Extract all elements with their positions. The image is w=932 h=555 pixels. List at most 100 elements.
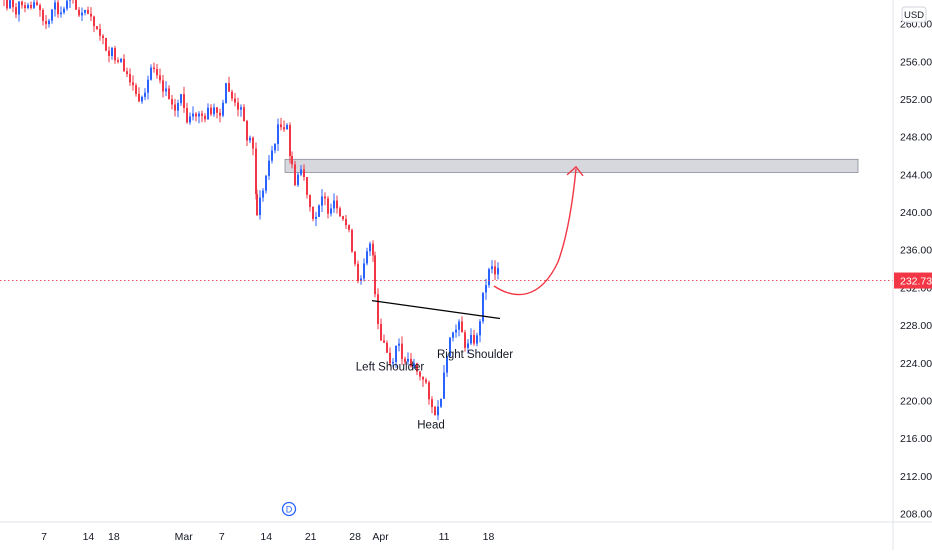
- candle-body: [494, 266, 496, 275]
- y-tick-label: 212.00: [900, 471, 932, 483]
- candle-body: [280, 124, 282, 128]
- candle-body: [57, 2, 59, 15]
- candle-body: [488, 269, 490, 286]
- candle-body: [431, 399, 433, 407]
- candle-body: [18, 1, 20, 15]
- candle-body: [476, 335, 478, 344]
- candle-body: [54, 2, 56, 10]
- price-axis[interactable]: 208.00 212.00 216.00 220.00 224.00 228.00 232.…: [892, 0, 932, 550]
- candle-body: [324, 196, 326, 199]
- candle-body: [66, 0, 68, 9]
- x-tick-label: 28: [349, 531, 361, 543]
- currency-badge[interactable]: [901, 6, 927, 23]
- candle-body: [123, 58, 125, 72]
- candle-body: [369, 243, 371, 252]
- candle-body: [479, 321, 481, 336]
- candle-body: [470, 334, 472, 344]
- candle-body: [21, 1, 23, 6]
- candle-body: [333, 200, 335, 209]
- dividend-marker[interactable]: D: [281, 501, 297, 517]
- candle-body: [204, 115, 206, 120]
- candle-body: [401, 343, 403, 359]
- neckline[interactable]: [371, 300, 501, 320]
- candle-body: [410, 358, 412, 367]
- candle-body: [372, 243, 374, 256]
- y-tick-label: 224.00: [900, 358, 932, 370]
- candle-body: [42, 10, 44, 21]
- last-price-tag: [894, 272, 932, 289]
- candle-body: [237, 102, 239, 110]
- currency-label: USD: [904, 10, 924, 21]
- candle-body: [336, 200, 338, 209]
- dividend-letter: D: [286, 505, 293, 515]
- x-tick-label: 14: [260, 531, 272, 543]
- candle-body: [464, 332, 466, 348]
- candle-body: [210, 107, 212, 115]
- candle-body: [249, 137, 251, 141]
- candle-body: [15, 7, 17, 15]
- candle-body: [348, 225, 350, 230]
- x-tick-label: 7: [41, 531, 47, 543]
- candle-body: [36, 2, 38, 6]
- candle-body: [330, 208, 332, 214]
- x-tick-label: 18: [483, 531, 495, 543]
- candle-body: [312, 206, 314, 219]
- candle-body: [105, 38, 107, 51]
- resistance-zone[interactable]: [284, 158, 859, 173]
- candle-body: [345, 219, 347, 226]
- candle-body: [351, 229, 353, 252]
- candle-body: [262, 190, 264, 198]
- candle-body: [339, 208, 341, 217]
- candle-body: [234, 98, 236, 103]
- annotation-label[interactable]: Left Shoulder: [356, 361, 425, 373]
- candle-body: [482, 292, 484, 322]
- y-tick-label: 244.00: [900, 169, 932, 181]
- candle-body: [162, 80, 164, 92]
- candle-body: [300, 169, 302, 175]
- annotation-label[interactable]: Head: [417, 420, 445, 432]
- y-tick-label: 248.00: [900, 132, 932, 144]
- candle-body: [108, 50, 110, 56]
- candle-body: [156, 69, 158, 76]
- candle-body: [283, 127, 285, 130]
- candle-body: [303, 169, 305, 178]
- y-tick-label: 208.00: [900, 509, 932, 521]
- candle-body: [256, 194, 258, 216]
- candle-body: [342, 216, 344, 220]
- candle-body: [117, 60, 119, 62]
- y-tick-label: 256.00: [900, 56, 932, 68]
- candle-body: [455, 329, 457, 333]
- candle-body: [84, 9, 86, 13]
- candle-body: [189, 116, 191, 123]
- candle-body: [327, 198, 329, 214]
- candle-body: [129, 74, 131, 83]
- annotation-label[interactable]: Right Shoulder: [437, 349, 513, 361]
- candle-body: [219, 112, 221, 116]
- candle-body: [467, 343, 469, 348]
- projection-arrow[interactable]: [493, 168, 577, 296]
- candle-body: [259, 197, 261, 216]
- candle-body: [198, 113, 200, 117]
- candle-body: [407, 358, 409, 362]
- candle-body: [222, 102, 224, 116]
- candle-body: [144, 92, 146, 97]
- candle-body: [398, 343, 400, 346]
- candle-body: [274, 144, 276, 151]
- y-tick-label: 220.00: [900, 395, 932, 407]
- candle-body: [126, 71, 128, 75]
- candle-body: [440, 398, 442, 407]
- candle-body: [246, 120, 248, 141]
- time-axis[interactable]: 7 14 18 Mar 7 14 21 28 Apr 11 18: [0, 521, 932, 543]
- candle-body: [111, 47, 113, 56]
- candle-body: [60, 12, 62, 15]
- candle-body: [428, 382, 430, 400]
- y-tick-label: 236.00: [900, 245, 932, 257]
- candle-body: [48, 20, 50, 25]
- candle-body: [416, 363, 418, 372]
- candle-body: [243, 107, 245, 121]
- candle-body: [434, 406, 436, 416]
- candle-body: [318, 205, 320, 217]
- candle-body: [30, 4, 32, 8]
- candle-body: [289, 124, 291, 157]
